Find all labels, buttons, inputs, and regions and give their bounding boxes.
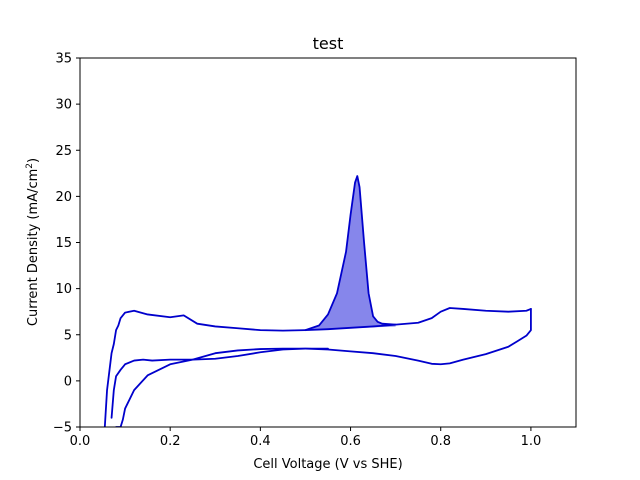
plot-area (80, 58, 576, 427)
y-tick-label: 5 (64, 328, 72, 343)
y-axis-ticks: −5 0 5 10 15 20 25 30 35 (53, 52, 80, 436)
x-tick-label: 0.2 (160, 434, 181, 449)
y-axis-label-superscript: 2 (25, 163, 35, 169)
y-tick-label: −5 (53, 421, 72, 436)
y-tick-label: 10 (55, 282, 72, 297)
y-tick-label: 25 (55, 144, 72, 159)
x-tick-label: 0.0 (70, 434, 91, 449)
peak-shaded-area (305, 176, 396, 331)
y-axis-label-close: ) (26, 158, 41, 163)
series-line-oxidation-peak (304, 175, 397, 332)
series-line-cathodic-sweep (115, 308, 532, 427)
data-layer (103, 175, 532, 427)
chart-title: test (313, 34, 344, 53)
y-tick-label: 0 (64, 374, 72, 389)
y-axis-label-main: Current Density (mA/cm (26, 169, 41, 326)
y-tick-label: 30 (55, 98, 72, 113)
x-tick-label: 0.6 (340, 434, 361, 449)
y-axis-label: Current Density (mA/cm2) (25, 158, 41, 326)
x-axis-label: Cell Voltage (V vs SHE) (253, 457, 402, 472)
x-tick-label: 1.0 (521, 434, 542, 449)
y-tick-label: 35 (55, 52, 72, 67)
x-tick-label: 0.8 (430, 434, 451, 449)
series-line-inner-cycle (110, 347, 329, 419)
x-tick-label: 0.4 (250, 434, 271, 449)
x-axis-ticks: 0.0 0.2 0.4 0.6 0.8 1.0 (70, 427, 542, 449)
y-tick-label: 15 (55, 236, 72, 251)
series-line-anodic-sweep (103, 307, 532, 427)
y-tick-label: 20 (55, 190, 72, 205)
